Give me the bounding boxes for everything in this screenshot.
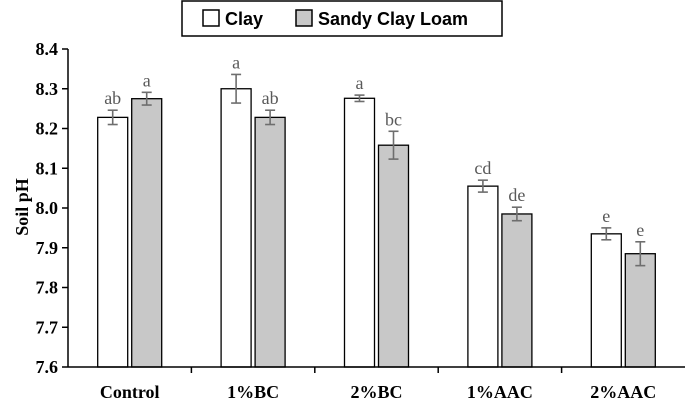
y-tick-label: 7.7 — [36, 317, 59, 337]
y-tick-label: 7.6 — [36, 357, 59, 377]
x-tick-label: 2%AAC — [590, 382, 656, 402]
y-axis-ticks: 7.6 7.7 7.8 7.9 8.0 8.1 8.2 8.3 8.4 — [36, 39, 68, 377]
x-tick-label: 1%AAC — [467, 382, 533, 402]
significance-label: a — [232, 52, 240, 72]
y-tick-label: 8.1 — [36, 158, 59, 178]
legend-swatch-sandy-clay-loam — [295, 9, 313, 27]
bar-sandy-clay-loam — [377, 144, 410, 368]
x-tick-label: 1%BC — [227, 382, 279, 402]
significance-label: ab — [104, 88, 121, 108]
y-tick-label: 7.9 — [36, 238, 59, 258]
significance-label: e — [636, 220, 644, 240]
y-tick-label: 7.8 — [36, 278, 59, 298]
significance-label: cd — [474, 158, 491, 178]
bar-sandy-clay-loam — [254, 116, 286, 368]
significance-label: a — [356, 73, 364, 93]
y-tick-label: 8.3 — [36, 79, 59, 99]
legend-swatch-clay — [202, 9, 220, 27]
bar-clay — [220, 88, 252, 368]
y-axis-label: Soil pH — [12, 178, 32, 236]
significance-label: e — [602, 206, 610, 226]
significance-label: ab — [262, 88, 279, 108]
legend: Clay Sandy Clay Loam — [181, 0, 503, 37]
bar-clay — [590, 233, 622, 368]
bar-clay — [97, 116, 129, 368]
x-tick-label: Control — [100, 382, 160, 402]
x-axis-ticks: Control 1%BC 2%BC 1%AAC 2%AAC — [100, 367, 656, 402]
legend-label-sandy-clay-loam: Sandy Clay Loam — [318, 9, 468, 29]
bar-clay — [343, 97, 376, 368]
y-tick-label: 8.0 — [36, 198, 59, 218]
bar-sandy-clay-loam — [624, 253, 656, 368]
x-tick-label: 2%BC — [350, 382, 402, 402]
legend-box — [181, 0, 503, 37]
bar-sandy-clay-loam — [131, 98, 163, 368]
legend-label-clay: Clay — [225, 9, 263, 29]
bar-sandy-clay-loam — [501, 213, 533, 368]
significance-label: de — [508, 185, 525, 205]
significance-label: bc — [385, 109, 402, 129]
y-tick-label: 8.2 — [36, 119, 59, 139]
y-tick-label: 8.4 — [36, 39, 59, 59]
bar-clay — [467, 185, 499, 368]
significance-label: a — [143, 70, 151, 90]
